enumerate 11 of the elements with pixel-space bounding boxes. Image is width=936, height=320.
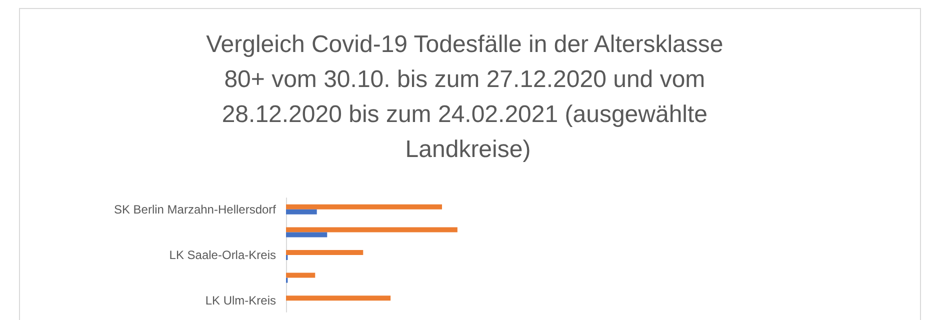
bar xyxy=(286,272,316,278)
y-tick-label: LK Ulm-Kreis xyxy=(205,294,276,308)
bar xyxy=(286,250,364,255)
bar xyxy=(286,232,328,238)
bar xyxy=(286,204,442,210)
y-tick-label: SK Berlin Marzahn-Hellersdorf xyxy=(114,202,277,216)
bar xyxy=(286,296,391,301)
bar xyxy=(286,209,317,214)
bar xyxy=(286,227,458,232)
y-tick-label: LK Saale-Orla-Kreis xyxy=(169,248,276,262)
chart-title: Vergleich Covid-19 Todesfälle in der Altersklasse 80+ vom 30.10. bis zum 27.12.2020 und vom 28.12.2020 bis zum 24.02.2021 (ausgewählte Landkreise) xyxy=(206,31,730,163)
